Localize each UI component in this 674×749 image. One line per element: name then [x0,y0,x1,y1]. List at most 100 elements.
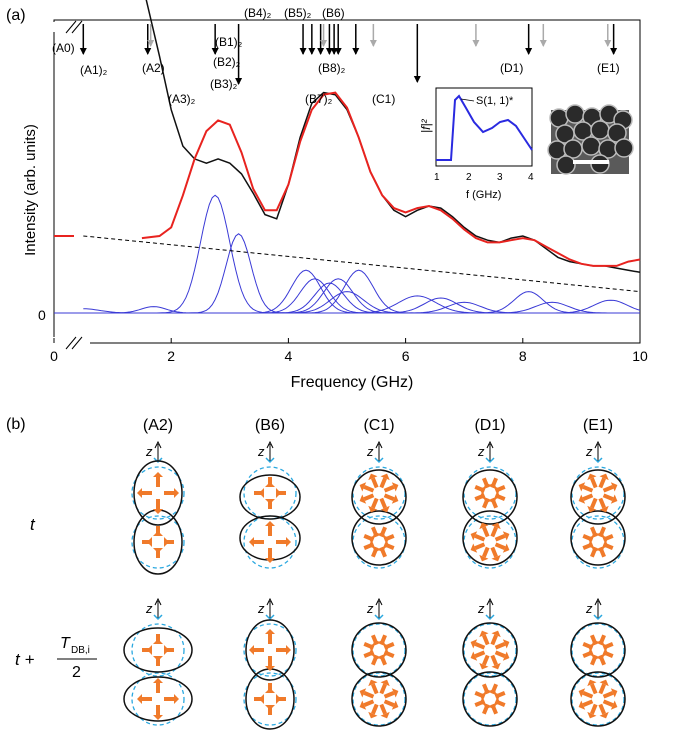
plot-area [50,0,641,350]
displacement-arrow-head [391,494,399,504]
z-axis-arrow-head [486,597,494,606]
mode-column-label-3: (D1) [474,417,505,434]
displacement-arrow-head [479,662,489,670]
displacement-arrow-head [587,711,597,719]
z-axis-arrow-head [375,597,383,606]
deformed-sphere-top [239,474,301,520]
displacement-arrow [582,493,594,501]
deformed-sphere-bottom [570,510,626,566]
mode-label-5: (B2)₂ [213,55,241,69]
fit-peak-5 [83,278,640,314]
displacement-arrow-head [502,639,510,649]
displacement-arrow-head [578,688,586,698]
displacement-arrow-head [391,700,399,710]
mode-label-9: (B6) [322,6,345,20]
displacement-arrow-head [368,539,376,549]
displacement-arrow-head [153,548,163,553]
displacement-arrow [371,497,379,509]
mode-label-11: (B8)₂ [318,61,346,75]
displacement-arrow [598,477,606,489]
displacement-arrow-head [599,505,609,513]
displacement-arrow-head [493,692,501,702]
displacement-arrow-head [153,531,163,536]
small-blue-tick [593,614,603,621]
displacement-arrow-head [610,688,618,698]
mode-column-label-1: (B6) [255,417,285,434]
displacement-arrow [490,654,498,666]
displacement-arrow [363,493,375,501]
displacement-arrow [582,691,594,699]
displacement-arrow-head [174,488,179,498]
displacement-arrow-head [587,647,595,657]
inset-ylabel: |f|² [419,118,433,133]
displacement-arrow [590,703,598,715]
displacement-arrow-head [587,505,597,513]
displacement-arrow-head [368,505,378,513]
displacement-arrow-head [147,645,152,655]
displacement-arrow [582,485,594,493]
displacement-arrow-head [368,647,376,657]
series-line-1 [141,91,641,267]
y-axis-label: Intensity (arb. units) [22,124,39,256]
z-axis-label: z [257,444,265,459]
displacement-arrow-head [265,705,275,710]
displacement-arrow-head [153,715,163,720]
axis-break-top-marks [65,20,83,34]
reference-sphere-bottom [243,672,297,726]
mode-label-2: (A2) [142,61,165,75]
y-zero-tick: 0 [38,307,46,323]
mode-arrow-6-head [317,48,325,55]
deformed-sphere-bottom [133,509,183,575]
displacement-arrow-head [380,711,390,719]
deformed-sphere-top [570,622,626,678]
inset-xtick-4: 4 [528,172,534,183]
displacement-arrow [383,699,395,707]
svg-text:t +: t + [15,650,34,669]
deformed-sphere-top [245,619,295,681]
mode-label-6: (B3)₂ [210,77,238,91]
displacement-arrow [494,650,506,658]
inset-xtick-2: 2 [466,172,472,183]
displacement-arrow-head [380,505,390,513]
mode-label-7: (B4)₂ [244,6,272,20]
displacement-arrow [494,534,506,542]
panel-b-label: (b) [6,416,26,433]
deformed-sphere-bottom [123,676,193,722]
deformed-sphere-bottom [462,671,518,727]
displacement-arrow-head [502,543,510,553]
displacement-arrow [598,683,606,695]
displacement-arrow-head [276,488,281,498]
small-blue-tick [153,614,163,621]
z-axis-arrow-head [594,440,602,449]
mode-label-13: (D1) [500,61,523,75]
x-tick-label: 8 [519,348,527,364]
x-tick-label: 10 [632,348,648,364]
displacement-arrow-head [137,488,142,498]
x-tick-label: 4 [285,348,293,364]
mode-label-3: (A3)₂ [168,92,196,106]
z-axis-arrow-head [266,440,274,449]
gray-arrow-4-head [539,40,547,47]
displacement-arrow-head [483,688,493,696]
displacement-arrow-head [153,678,163,683]
displacement-arrow-head [502,531,510,541]
mode-label-12: (C1) [372,92,395,106]
row-label-t: t [30,515,36,534]
displacement-arrow [490,546,498,558]
displacement-arrow-head [470,543,478,553]
displacement-arrow [371,683,379,695]
displacement-arrow [379,477,387,489]
displacement-arrow-head [286,645,291,655]
displacement-arrow-head [610,700,618,710]
small-blue-tick [265,614,275,621]
displacement-arrow [379,703,387,715]
mode-arrow-0-head [79,48,87,55]
displacement-arrow-head [610,482,618,492]
displacement-arrow-head [578,482,586,492]
displacement-arrow [482,546,490,558]
fit-peak-2 [83,269,640,314]
mode-arrow-12-head [525,48,533,55]
reference-sphere-bottom [571,672,625,726]
displacement-arrow-head [382,535,390,545]
displacement-arrow-head [479,490,487,500]
